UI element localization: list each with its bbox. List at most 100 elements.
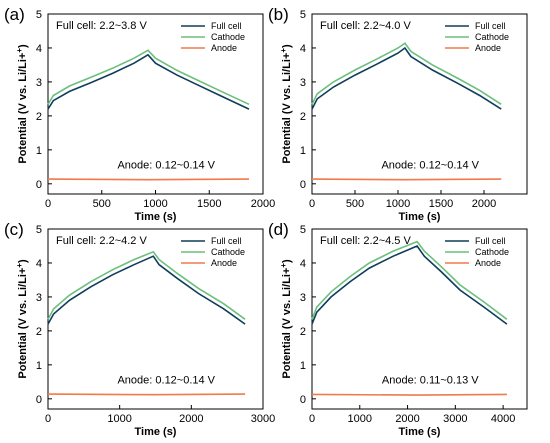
- y-axis-title-superscript: +: [279, 48, 288, 53]
- x-tick-label: 0: [309, 413, 315, 425]
- annotation-full-cell-range: Full cell: 2.2~4.0 V: [320, 20, 411, 32]
- y-tick-label: 5: [36, 224, 42, 236]
- y-axis-title-close: ): [281, 259, 293, 263]
- y-axis-title: Potential (V vs. Li/Li++): [15, 44, 29, 164]
- y-tick-label: 3: [300, 77, 306, 89]
- y-tick-label: 0: [36, 179, 42, 191]
- y-tick-label: 2: [300, 326, 306, 338]
- series-line-cathode: [47, 250, 246, 320]
- legend-label: Anode: [211, 43, 237, 53]
- panel-label: (d): [268, 220, 289, 239]
- x-tick-label: 500: [346, 198, 364, 210]
- x-tick-label: 0: [45, 413, 51, 425]
- y-axis-title: Potential (V vs. Li/Li++): [279, 44, 293, 164]
- y-axis-title-superscript: +: [15, 48, 24, 53]
- legend-label: Anode: [475, 258, 501, 268]
- y-tick-label: 3: [300, 292, 306, 304]
- x-axis-title: Time (s): [399, 426, 441, 438]
- panel-b: (b) 0 1 2 3 4 5 0 500 1000 1500 2000 Time (s) Potenti…: [268, 5, 528, 223]
- x-tick-label: 0: [45, 198, 51, 210]
- y-tick-label: 5: [300, 9, 306, 21]
- legend-label: Full cell: [475, 236, 506, 246]
- y-tick-label: 3: [36, 292, 42, 304]
- y-tick-label: 0: [300, 179, 306, 191]
- y-tick-label: 3: [36, 77, 42, 89]
- y-tick-label: 5: [300, 224, 306, 236]
- y-tick-label: 1: [36, 360, 42, 372]
- panel-d: (d) 0 1 2 3 4 5 0 1000 2000 3000 4000 Time (s) Potent…: [268, 220, 528, 438]
- y-tick-label: 4: [36, 43, 42, 55]
- y-axis-title-superscript: +: [279, 263, 288, 268]
- legend-label: Anode: [211, 258, 237, 268]
- y-tick-label: 4: [300, 258, 306, 270]
- panel-c: (c) 0 1 2 3 4 5 0 1000 2000 3000 Time (s) Potential …: [4, 220, 275, 438]
- legend-label: Full cell: [211, 236, 242, 246]
- x-axis-title: Time (s): [399, 211, 441, 223]
- panel-a: (a) 0 1 2 3 4 5 0 500 1000 1500 2000 Time (s) Potenti…: [4, 5, 275, 223]
- y-tick-label: 2: [36, 111, 42, 123]
- series-line-cathode: [311, 42, 502, 105]
- panel-label: (b): [268, 5, 289, 24]
- y-tick-label: 5: [36, 9, 42, 21]
- x-tick-label: 1000: [107, 413, 131, 425]
- y-axis-title: Potential (V vs. Li/Li++): [279, 259, 293, 379]
- x-tick-label: 1000: [348, 413, 372, 425]
- annotation-anode-range: Anode: 0.12~0.14 V: [117, 160, 215, 172]
- y-axis-title-superscript: +: [15, 263, 24, 268]
- legend-label: Cathode: [475, 32, 509, 42]
- annotation-anode-range: Anode: 0.12~0.14 V: [117, 375, 215, 387]
- y-axis-title-close: ): [17, 44, 29, 48]
- y-tick-label: 4: [300, 43, 306, 55]
- x-tick-label: 2000: [251, 198, 275, 210]
- x-tick-label: 3000: [443, 413, 467, 425]
- legend-label: Cathode: [475, 247, 509, 257]
- series-line-cathode: [311, 240, 508, 320]
- legend-label: Anode: [475, 43, 501, 53]
- annotation-full-cell-range: Full cell: 2.2~4.2 V: [56, 235, 147, 247]
- x-tick-label: 2000: [179, 413, 203, 425]
- y-tick-label: 2: [300, 111, 306, 123]
- legend-label: Full cell: [211, 21, 242, 31]
- y-tick-label: 1: [36, 145, 42, 157]
- x-tick-label: 0: [309, 198, 315, 210]
- y-tick-label: 0: [36, 394, 42, 406]
- series-line-full-cell: [311, 46, 502, 110]
- annotation-anode-range: Anode: 0.12~0.14 V: [381, 160, 479, 172]
- x-tick-label: 2000: [395, 413, 419, 425]
- series-line-anode: [311, 393, 507, 396]
- series-line-anode: [47, 393, 246, 396]
- x-axis-title: Time (s): [135, 426, 177, 438]
- x-tick-label: 4000: [491, 413, 515, 425]
- y-tick-label: 1: [300, 360, 306, 372]
- legend-label: Cathode: [211, 247, 245, 257]
- x-tick-label: 1500: [197, 198, 221, 210]
- x-tick-label: 2000: [472, 198, 496, 210]
- series-line-full-cell: [47, 53, 250, 110]
- y-axis-title-close: ): [281, 44, 293, 48]
- series-line-cathode: [47, 49, 250, 106]
- y-tick-label: 1: [300, 145, 306, 157]
- y-tick-label: 4: [36, 258, 42, 270]
- panel-label: (a): [4, 5, 25, 24]
- y-axis-title: Potential (V vs. Li/Li++): [15, 259, 29, 379]
- x-tick-label: 500: [93, 198, 111, 210]
- x-tick-label: 1000: [143, 198, 167, 210]
- x-axis-title: Time (s): [135, 211, 177, 223]
- series-line-anode: [311, 178, 502, 181]
- y-axis-title-close: ): [17, 259, 29, 263]
- series-line-full-cell: [311, 245, 508, 325]
- annotation-anode-range: Anode: 0.11~0.13 V: [382, 375, 479, 387]
- x-tick-label: 1500: [429, 198, 453, 210]
- annotation-full-cell-range: Full cell: 2.2~3.8 V: [56, 20, 147, 32]
- series-line-full-cell: [47, 255, 246, 325]
- panel-label: (c): [4, 220, 24, 239]
- x-tick-label: 3000: [251, 413, 275, 425]
- y-tick-label: 0: [300, 394, 306, 406]
- series-line-anode: [47, 178, 250, 181]
- legend-label: Cathode: [211, 32, 245, 42]
- annotation-full-cell-range: Full cell: 2.2~4.5 V: [320, 235, 411, 247]
- x-tick-label: 1000: [386, 198, 410, 210]
- y-tick-label: 2: [36, 326, 42, 338]
- legend-label: Full cell: [475, 21, 506, 31]
